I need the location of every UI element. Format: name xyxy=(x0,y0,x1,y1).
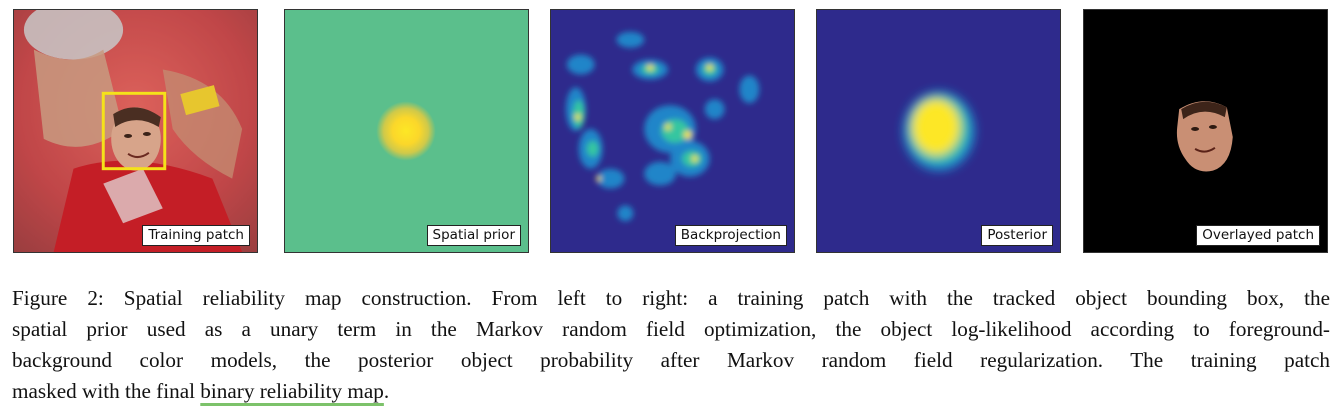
caption-line: background color models, the posterior o… xyxy=(12,348,1330,372)
panel-label-overlay: Overlayed patch xyxy=(1196,225,1320,246)
caption-line: Figure 2: Spatial reliability map constr… xyxy=(12,286,1330,310)
caption-line: spatial prior used as a unary term in th… xyxy=(12,317,1330,341)
backprojection-heatmap xyxy=(551,10,794,252)
panel-label-training: Training patch xyxy=(142,225,250,246)
training-patch-panel: Training patch xyxy=(13,9,258,253)
caption-text: . xyxy=(383,379,390,403)
highlighted-term: binary reliability map xyxy=(200,379,384,403)
panel-label-backprojection: Backprojection xyxy=(674,225,787,246)
overlay-panel: Overlayed patch xyxy=(1083,9,1328,253)
backprojection-panel: Backprojection xyxy=(550,9,795,253)
caption-line-last: masked with the final binary reliability… xyxy=(12,376,1330,407)
figure-caption: Figure 2: Spatial reliability map constr… xyxy=(12,283,1330,407)
spatial-prior-panel: Spatial prior xyxy=(284,9,529,253)
panel-label-posterior: Posterior xyxy=(981,225,1053,246)
overlayed-patch-image xyxy=(1084,10,1327,252)
caption-text: masked with the final xyxy=(12,379,201,403)
posterior-panel: Posterior xyxy=(816,9,1061,253)
posterior-heatmap xyxy=(817,10,1060,252)
bounding-box xyxy=(101,91,167,171)
training-patch-image xyxy=(14,10,257,252)
panel-label-prior: Spatial prior xyxy=(426,225,521,246)
figure-panels: Training patch Spatial prior xyxy=(13,9,1328,253)
spatial-prior-heatmap xyxy=(285,10,528,252)
